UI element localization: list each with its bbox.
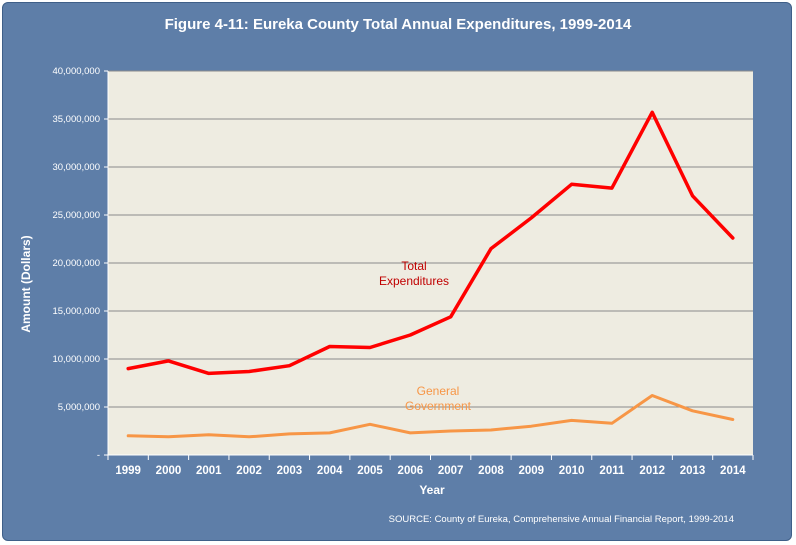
source-note: SOURCE: County of Eureka, Comprehensive …: [388, 514, 734, 525]
x-axis-label: Year: [419, 483, 445, 497]
y-tick-label: 25,000,000: [52, 210, 100, 221]
y-tick-label: 15,000,000: [52, 306, 100, 317]
series-line-total-expenditures: [126, 110, 735, 376]
x-tick-label: 2014: [720, 465, 746, 477]
y-tick-label: 40,000,000: [52, 66, 100, 77]
y-tick-label: -: [97, 450, 100, 461]
x-tick-label: 2004: [317, 465, 343, 477]
y-tick-label: 5,000,000: [58, 402, 100, 413]
y-tick-label: 35,000,000: [52, 114, 100, 125]
x-tick-label: 2001: [196, 465, 222, 477]
annotation-label: Government: [405, 399, 472, 413]
x-tick-labels: 1999 2000 2001 2002 2003 2004 2005 2006 2007 2008…: [107, 455, 754, 477]
x-tick-label: 2008: [478, 465, 504, 477]
y-tick-label: 10,000,000: [52, 354, 100, 365]
y-tick-label: 20,000,000: [52, 258, 100, 269]
x-tick-label: 2012: [639, 465, 665, 477]
chart-title: Figure 4-11: Eureka County Total Annual …: [164, 16, 632, 33]
x-tick-label: 1999: [115, 465, 141, 477]
x-tick-label: 2002: [236, 465, 262, 477]
x-tick-label: 2011: [599, 465, 625, 477]
x-tick-label: 2010: [559, 465, 585, 477]
x-tick-label: 2006: [398, 465, 424, 477]
x-tick-label: 2003: [277, 465, 303, 477]
x-tick-label: 2009: [518, 465, 544, 477]
annotation-label: Expenditures: [379, 274, 449, 288]
x-tick-label: 2007: [438, 465, 464, 477]
gridlines: [108, 70, 753, 408]
series-line-general-government: [126, 394, 735, 439]
annotation-label: Total: [401, 259, 426, 273]
y-axis-label: Amount (Dollars): [19, 235, 33, 332]
x-tick-label: 2013: [680, 465, 706, 477]
series-lines: [126, 110, 735, 439]
y-tick-labels: - 5,000,000 10,000,000 15,000,000 20,000,000…: [52, 66, 108, 461]
x-tick-label: 2000: [156, 465, 182, 477]
x-tick-label: 2005: [357, 465, 383, 477]
y-tick-label: 30,000,000: [52, 162, 100, 173]
annotation-label: General: [417, 384, 460, 398]
